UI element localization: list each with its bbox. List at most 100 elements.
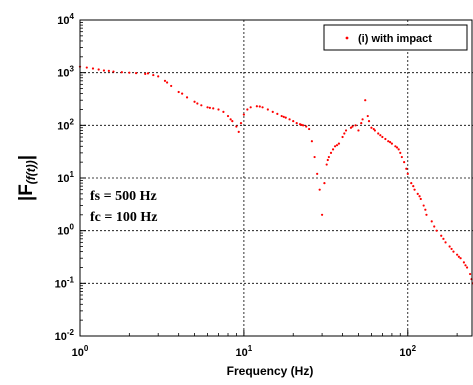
data-point: [444, 241, 447, 244]
data-point: [300, 123, 303, 126]
data-point: [448, 245, 451, 248]
data-point: [364, 99, 367, 102]
data-point: [370, 126, 373, 129]
data-point: [384, 137, 387, 141]
data-point: [222, 110, 225, 113]
data-point: [112, 70, 115, 73]
data-point: [258, 105, 261, 108]
x-tick-labels: 100 101 102: [72, 344, 417, 359]
y-tick-labels: 104 103 102 101 100 10-1 10-2: [55, 12, 75, 343]
data-point: [333, 145, 337, 148]
data-point: [424, 208, 427, 211]
grid: [80, 20, 473, 336]
data-point: [337, 142, 341, 145]
data-point: [135, 72, 138, 75]
data-point: [91, 67, 95, 70]
y-tick-label: 10-1: [55, 275, 75, 290]
data-point: [433, 225, 436, 228]
data-point: [292, 120, 295, 123]
annotation-fs: fs = 500 Hz: [90, 189, 157, 204]
data-point: [425, 213, 428, 216]
y-axis-label-sub: (f(t)): [24, 160, 38, 184]
data-point: [343, 132, 346, 135]
data-point: [280, 114, 283, 118]
tick-marks: [79, 19, 458, 337]
data-point: [400, 155, 403, 159]
data-point: [412, 185, 415, 188]
data-point: [208, 106, 211, 109]
data-point: [177, 90, 180, 94]
data-point: [200, 104, 203, 107]
y-tick-label: 10-2: [55, 328, 75, 343]
data-point: [120, 71, 123, 74]
data-point: [435, 229, 438, 232]
data-point: [357, 129, 360, 132]
data-point: [349, 126, 353, 129]
data-point: [276, 112, 279, 115]
data-point: [450, 247, 453, 251]
data-point: [413, 188, 416, 191]
data-point: [351, 125, 354, 128]
y-tick-label: 102: [57, 117, 74, 132]
data-point: [389, 141, 392, 144]
y-tick-label: 101: [57, 170, 74, 185]
data-point: [440, 234, 443, 237]
data-point: [128, 71, 131, 74]
data-series: [78, 65, 473, 285]
data-point: [305, 125, 308, 128]
data-point: [468, 272, 472, 276]
data-point: [381, 135, 384, 139]
data-point: [320, 213, 324, 216]
data-point: [313, 155, 316, 159]
data-point: [196, 102, 199, 105]
data-point: [379, 134, 382, 137]
data-point: [418, 195, 421, 198]
data-point: [361, 118, 364, 121]
y-axis-label-prefix: |F: [16, 184, 37, 201]
data-point: [354, 124, 357, 127]
data-point: [107, 69, 110, 73]
data-point: [146, 72, 150, 75]
data-point: [266, 108, 269, 111]
data-point: [344, 129, 348, 132]
data-point: [261, 106, 264, 109]
data-point: [310, 140, 313, 143]
data-point: [231, 120, 234, 123]
legend-label: (i) with impact: [358, 33, 432, 45]
data-point: [399, 151, 402, 154]
data-point: [85, 66, 88, 69]
data-point: [465, 266, 469, 269]
annotation-fc: fc = 100 Hz: [90, 210, 157, 225]
data-point: [144, 72, 147, 75]
data-point: [206, 106, 209, 109]
data-point: [452, 250, 455, 253]
data-point: [237, 130, 240, 134]
data-point: [239, 122, 243, 125]
data-point: [249, 106, 252, 109]
data-point: [102, 69, 106, 72]
data-point: [419, 197, 422, 201]
data-point: [430, 220, 433, 223]
data-point: [390, 142, 393, 145]
data-point: [152, 73, 155, 77]
data-point: [422, 204, 425, 207]
data-point: [157, 75, 160, 78]
data-point: [405, 167, 408, 170]
data-point: [255, 105, 258, 108]
x-tick-label: 100: [72, 344, 89, 359]
x-axis-label: Frequency (Hz): [227, 364, 314, 378]
data-point: [387, 140, 390, 143]
data-point: [406, 172, 409, 175]
legend-marker: [345, 36, 349, 40]
data-point: [456, 253, 459, 256]
y-axis-label-suffix: |: [16, 155, 37, 160]
data-point: [327, 155, 330, 159]
data-point: [212, 107, 215, 110]
data-point: [242, 113, 245, 116]
data-point: [318, 188, 321, 191]
data-point: [271, 110, 274, 113]
data-point: [284, 116, 287, 119]
data-point: [229, 118, 232, 121]
data-point: [217, 108, 220, 111]
